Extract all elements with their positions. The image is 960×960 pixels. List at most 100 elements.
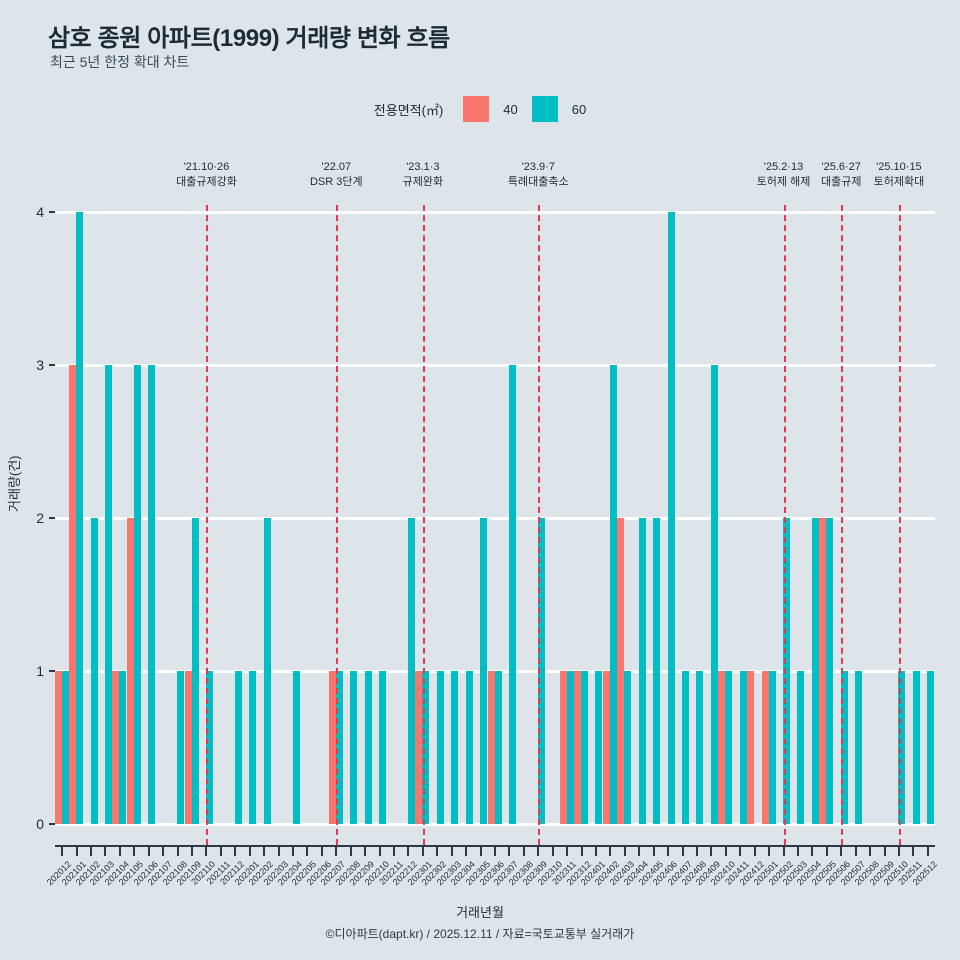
x-tick-mark — [104, 845, 107, 856]
bar-60-202305[interactable] — [480, 518, 488, 824]
bar-60-202301[interactable] — [422, 671, 430, 824]
bar-60-202112[interactable] — [234, 671, 242, 824]
bar-60-202212[interactable] — [407, 518, 415, 824]
bar-40-202403[interactable] — [617, 518, 625, 824]
bar-60-202409[interactable] — [710, 365, 718, 824]
bar-60-202109[interactable] — [191, 518, 199, 824]
page-subtitle: 최근 5년 한정 확대 차트 — [50, 54, 190, 70]
bar-60-202405[interactable] — [653, 518, 661, 824]
y-tick-label: 2 — [36, 510, 44, 526]
x-tick-mark — [854, 845, 857, 856]
legend-label-40: 40 — [503, 101, 518, 117]
bar-40-202207[interactable] — [328, 671, 336, 824]
x-tick-mark — [508, 845, 511, 856]
bar-40-202301[interactable] — [415, 671, 423, 824]
gridline — [55, 822, 935, 826]
bar-60-202404[interactable] — [638, 518, 646, 824]
x-tick-mark — [61, 845, 64, 856]
bar-40-202311[interactable] — [559, 671, 567, 824]
bar-40-202105[interactable] — [126, 518, 134, 824]
bar-60-202306[interactable] — [494, 671, 502, 824]
bar-60-202512[interactable] — [927, 671, 935, 824]
event-date: '25.2·13 — [763, 161, 804, 173]
bar-60-202210[interactable] — [379, 671, 387, 824]
legend-swatch-40 — [463, 96, 490, 122]
bar-60-202505[interactable] — [826, 518, 834, 824]
bar-60-202303[interactable] — [451, 671, 459, 824]
x-tick-mark — [118, 845, 121, 856]
bar-40-202104[interactable] — [112, 671, 120, 824]
bar-60-202309[interactable] — [537, 518, 545, 824]
bar-60-202207[interactable] — [335, 671, 343, 824]
bar-40-202505[interactable] — [819, 518, 827, 824]
bar-40-202402[interactable] — [602, 671, 610, 824]
event-label-202309: '23.9·7 특례대출축소 — [508, 160, 569, 190]
x-tick-mark — [219, 845, 222, 856]
bar-60-202407[interactable] — [682, 671, 690, 824]
event-line-202301 — [422, 205, 425, 845]
bar-60-202401[interactable] — [595, 671, 603, 824]
bar-60-202503[interactable] — [797, 671, 805, 824]
x-tick-mark — [277, 845, 280, 856]
x-axis-label: 거래년월 — [456, 905, 504, 920]
y-tick-mark — [49, 364, 55, 366]
bar-40-202012[interactable] — [54, 671, 62, 824]
bar-40-202101[interactable] — [69, 365, 77, 824]
bar-60-202302[interactable] — [436, 671, 444, 824]
x-tick-mark — [522, 845, 525, 856]
x-tick-mark — [768, 845, 771, 856]
event-line-202309 — [538, 205, 541, 845]
bar-60-202307[interactable] — [508, 365, 516, 824]
bar-60-202411[interactable] — [739, 671, 747, 824]
bar-60-202410[interactable] — [725, 671, 733, 824]
bar-40-202312[interactable] — [574, 671, 582, 824]
bar-60-202507[interactable] — [855, 671, 863, 824]
bar-60-202201[interactable] — [249, 671, 257, 824]
x-tick-mark — [580, 845, 583, 856]
bar-60-202511[interactable] — [912, 671, 920, 824]
bar-60-202403[interactable] — [624, 671, 632, 824]
bar-40-202109[interactable] — [184, 671, 192, 824]
bar-60-202209[interactable] — [364, 671, 372, 824]
bar-60-202204[interactable] — [292, 671, 300, 824]
x-tick-mark — [306, 845, 309, 856]
bar-60-202202[interactable] — [263, 518, 271, 824]
y-tick-mark — [49, 823, 55, 825]
bar-60-202406[interactable] — [667, 212, 675, 824]
bar-40-202501[interactable] — [761, 671, 769, 824]
bar-60-202402[interactable] — [609, 365, 617, 824]
x-tick-mark — [162, 845, 165, 856]
bar-60-202108[interactable] — [177, 671, 185, 824]
x-tick-mark — [176, 845, 179, 856]
bar-60-202103[interactable] — [104, 365, 112, 824]
bar-60-202408[interactable] — [696, 671, 704, 824]
bar-60-202311[interactable] — [566, 671, 574, 824]
x-tick-mark — [393, 845, 396, 856]
bar-60-202110[interactable] — [205, 671, 213, 824]
bar-60-202502[interactable] — [783, 518, 791, 824]
bar-60-202506[interactable] — [840, 671, 848, 824]
bar-60-202312[interactable] — [581, 671, 589, 824]
bar-40-202306[interactable] — [487, 671, 495, 824]
bar-60-202106[interactable] — [148, 365, 156, 824]
y-axis-label: 거래량(건) — [7, 455, 22, 513]
bar-60-202208[interactable] — [350, 671, 358, 824]
event-line-202510 — [898, 205, 901, 845]
x-tick-mark — [378, 845, 381, 856]
bar-40-202412[interactable] — [747, 671, 755, 824]
x-tick-mark — [710, 845, 713, 856]
bar-60-202105[interactable] — [133, 365, 141, 824]
bar-60-202304[interactable] — [465, 671, 473, 824]
bar-60-202501[interactable] — [768, 671, 776, 824]
bar-60-202510[interactable] — [898, 671, 906, 824]
event-label-202301: '23.1·3 규제완화 — [403, 160, 443, 190]
x-tick-mark — [349, 845, 352, 856]
bar-60-202101[interactable] — [76, 212, 84, 824]
bar-60-202102[interactable] — [90, 518, 98, 824]
bar-60-202012[interactable] — [61, 671, 69, 824]
bar-60-202504[interactable] — [811, 518, 819, 824]
bar-60-202104[interactable] — [119, 671, 127, 824]
bar-40-202410[interactable] — [718, 671, 726, 824]
legend-title: 전용면적(㎡) — [373, 102, 444, 118]
x-tick-mark — [147, 845, 150, 856]
